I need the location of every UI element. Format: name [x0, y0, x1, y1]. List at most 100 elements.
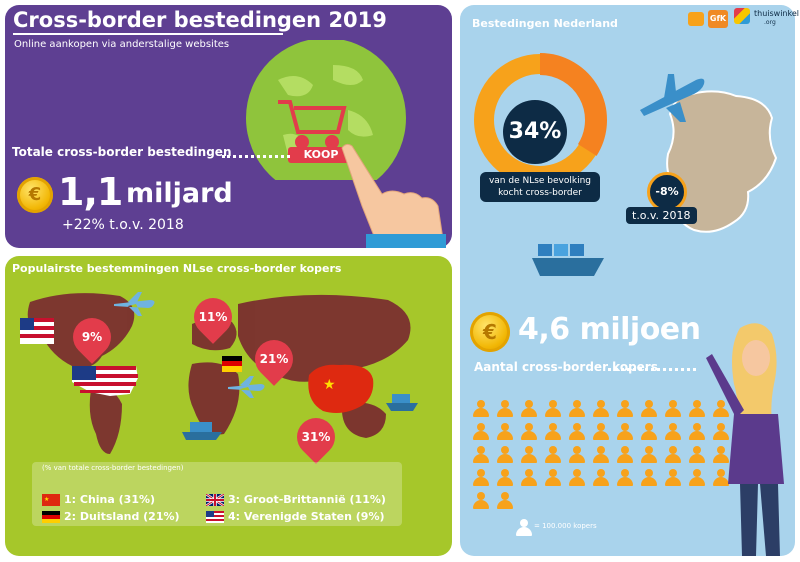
logo-mark-icon: [688, 12, 704, 26]
svg-text:★: ★: [44, 496, 49, 503]
airplane-icon: [114, 292, 155, 316]
total-spending-label: Totale cross-border bestedingen: [12, 145, 232, 159]
buyer-person-icon: [641, 423, 657, 441]
buyer-person-icon: [617, 469, 633, 487]
globe-cart-illustration: [246, 40, 406, 180]
buyer-person-icon: [617, 446, 633, 464]
cargo-ship-icon: [182, 422, 222, 440]
buyer-person-icon: [497, 469, 513, 487]
buyer-person-icon: [473, 423, 489, 441]
buyer-person-icon: [593, 400, 609, 418]
woman-illustration: [706, 323, 784, 556]
netherlands-title: Bestedingen Nederland: [472, 17, 618, 30]
map-pin-germany-label: 21%: [259, 352, 289, 366]
thuiswinkel-logo: thuiswinkel: [754, 9, 799, 18]
buyers-change-caption: t.o.v. 2018: [626, 207, 697, 224]
cargo-ship-icon: [386, 394, 418, 411]
buyer-person-icon: [593, 469, 609, 487]
koop-button[interactable]: KOOP: [288, 147, 354, 163]
buyer-person-icon: [665, 400, 681, 418]
buyer-person-icon: [569, 423, 585, 441]
population-caption: van de NLse bevolking kocht cross-border: [480, 172, 600, 202]
buyer-person-icon: [497, 423, 513, 441]
total-amount-unit: miljard: [126, 178, 233, 209]
buyer-person-icon: [713, 400, 729, 418]
cargo-ship-icon: [532, 244, 604, 276]
euro-coin-icon: €: [17, 177, 53, 213]
buyer-person-icon: [593, 446, 609, 464]
buyer-person-icon: [473, 400, 489, 418]
partner-logos: GfK thuiswinkel .org: [688, 8, 799, 38]
buyer-person-icon: [545, 469, 561, 487]
buyer-person-icon: [473, 492, 489, 510]
buyer-person-icon: [713, 469, 729, 487]
germany-flag-map-icon: [222, 356, 242, 372]
growth-text: +22% t.o.v. 2018: [62, 217, 184, 233]
map-pin-us-label: 9%: [81, 330, 103, 344]
legend-item-3: 3: Groot-Brittannië (11%): [228, 493, 386, 506]
legend-item-1: 1: China (31%): [64, 493, 156, 506]
legend-caption: (% van totale cross-border bestedingen): [42, 464, 184, 472]
uk-flag-icon: [206, 494, 224, 506]
netherlands-map: [666, 90, 778, 233]
us-flag-icon: [206, 511, 224, 523]
buyer-person-icon: [545, 423, 561, 441]
buyer-person-icon: [569, 400, 585, 418]
total-amount-value: 1,1: [58, 170, 123, 214]
germany-flag-icon: [42, 511, 60, 523]
buyer-person-icon: [497, 492, 513, 510]
buyer-person-icon: [689, 423, 705, 441]
population-percentage: 34%: [503, 100, 567, 164]
buyer-person-icon: [521, 400, 537, 418]
buyer-person-icon: [521, 446, 537, 464]
buyer-person-icon: [617, 423, 633, 441]
euro-coin-icon: €: [470, 312, 510, 352]
gfk-logo: GfK: [708, 10, 728, 28]
buyer-person-icon: [545, 446, 561, 464]
buyers-count: 4,6 miljoen: [518, 312, 701, 347]
buyer-person-icon: [689, 400, 705, 418]
population-caption-line2: kocht cross-border: [498, 188, 582, 198]
buyer-person-icon: [665, 469, 681, 487]
map-pin-uk-label: 11%: [198, 310, 228, 324]
thuiswinkel-cube-icon: [734, 8, 750, 24]
buyer-person-icon: [713, 423, 729, 441]
airplane-icon: [640, 74, 705, 122]
buyer-person-icon: [521, 423, 537, 441]
page-title: Cross-border bestedingen 2019: [13, 8, 387, 32]
title-underline: [13, 33, 283, 35]
pointing-hand-icon: [341, 143, 446, 248]
buyer-person-icon: [497, 400, 513, 418]
buyer-person-icon: [473, 469, 489, 487]
person-key-icon: [516, 519, 532, 537]
buyer-person-icon: [641, 469, 657, 487]
buyer-person-icon: [617, 400, 633, 418]
legend-item-2: 2: Duitsland (21%): [64, 510, 180, 523]
subtitle: Online aankopen via anderstalige website…: [14, 39, 230, 50]
population-caption-line1: van de NLse bevolking: [488, 176, 592, 186]
buyer-person-icon: [689, 469, 705, 487]
buyer-person-icon: [641, 400, 657, 418]
airplane-icon: [228, 376, 265, 398]
dotted-connector: [222, 155, 290, 158]
legend-item-4: 4: Verenigde Staten (9%): [228, 510, 385, 523]
buyer-person-icon: [545, 400, 561, 418]
buyer-person-icon: [689, 446, 705, 464]
china-flag-map-icon: ★: [308, 364, 374, 413]
buyer-person-icon: [665, 423, 681, 441]
buyers-change-badge: -8%: [647, 172, 687, 212]
china-flag-icon: ★: [42, 494, 60, 506]
buyer-person-icon: [641, 446, 657, 464]
usa-flag-map-icon: [72, 366, 138, 396]
pictogram-key-label: = 100.000 kopers: [534, 522, 597, 530]
buyer-person-icon: [473, 446, 489, 464]
us-flag-small-icon: [20, 318, 54, 344]
thuiswinkel-suffix: .org: [764, 19, 776, 26]
dotted-connector: [608, 368, 696, 371]
buyers-pictogram-grid: [473, 400, 743, 512]
map-pin-china-label: 31%: [301, 430, 331, 444]
buyer-person-icon: [569, 446, 585, 464]
svg-text:★: ★: [323, 377, 336, 393]
buyer-person-icon: [665, 446, 681, 464]
buyer-person-icon: [497, 446, 513, 464]
